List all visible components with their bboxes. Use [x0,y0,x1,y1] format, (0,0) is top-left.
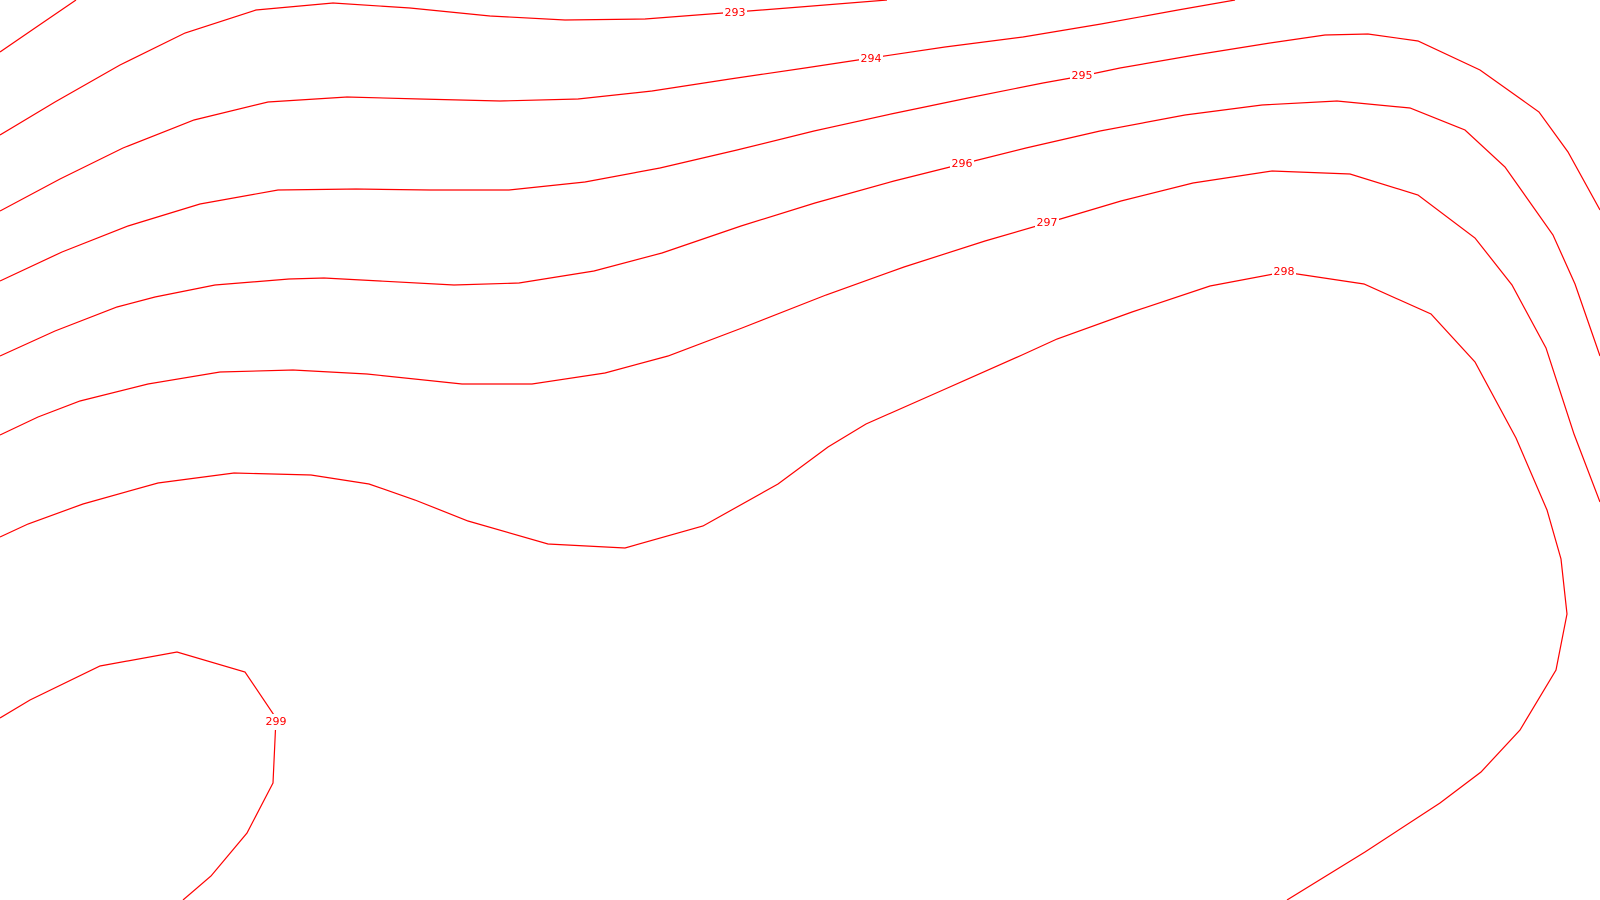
contour-label-bg [859,51,883,67]
contour-label-299: 299 [266,715,287,728]
contour-label-bg [1272,264,1296,280]
contour-line-unlabeled-top-left [0,0,77,53]
contour-label-294: 294 [861,52,882,65]
contour-label-295: 295 [1072,69,1093,82]
contour-label-group-295: 295 [1070,68,1094,84]
contour-line-297 [0,170,1600,503]
contour-label-bg [1070,68,1094,84]
contour-label-group-293: 293 [723,5,747,21]
contour-label-group-296: 296 [950,156,974,172]
contour-label-group-298: 298 [1272,264,1296,280]
contour-label-group-297: 297 [1035,215,1059,231]
contour-label-298: 298 [1274,265,1295,278]
contour-label-bg [1035,215,1059,231]
contour-label-293: 293 [725,6,746,19]
contour-line-298 [0,271,1568,900]
contour-line-296 [0,100,1600,357]
contour-label-group-294: 294 [859,51,883,67]
contour-label-group-299: 299 [264,714,288,730]
contour-label-297: 297 [1037,216,1058,229]
contour-label-bg [723,5,747,21]
contour-line-293 [0,0,888,136]
contour-line-294 [0,0,1236,212]
contour-label-bg [264,714,288,730]
contour-line-299 [0,651,277,900]
contour-line-295 [0,33,1600,282]
contour-label-296: 296 [952,157,973,170]
contour-label-bg [950,156,974,172]
